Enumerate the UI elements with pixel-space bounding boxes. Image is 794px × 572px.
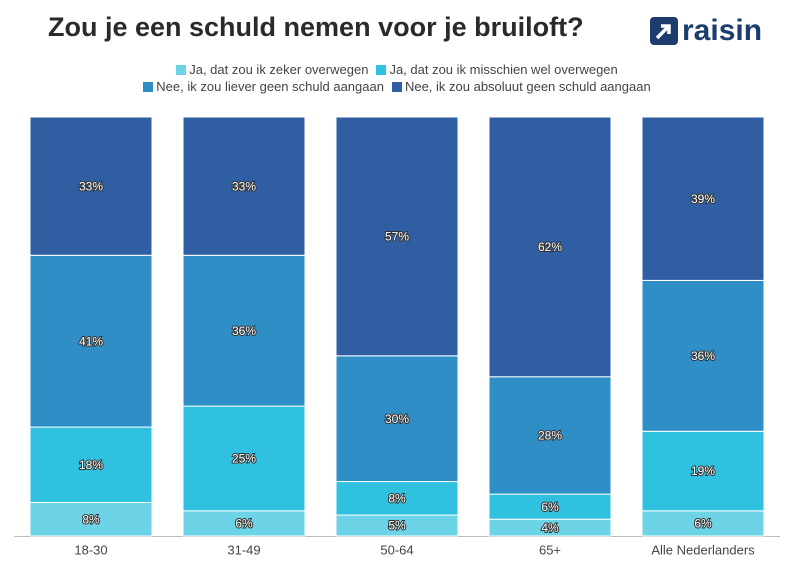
bar-segment [641, 430, 765, 512]
legend-item: Ja, dat zou ik zeker overwegen [176, 62, 368, 77]
x-tick-label: 31-49 [227, 542, 260, 557]
data-label: 33% [79, 179, 103, 193]
data-label: 39% [691, 192, 715, 206]
data-label: 6% [235, 517, 253, 531]
legend-label: Nee, ik zou liever geen schuld aangaan [156, 79, 384, 94]
data-label: 33% [232, 179, 256, 193]
bar-segment [29, 116, 153, 256]
legend-swatch [391, 81, 402, 92]
data-label: 30% [385, 412, 409, 426]
legend-swatch [176, 64, 187, 75]
data-label: 25% [232, 452, 256, 466]
bar-segment [335, 355, 459, 483]
logo: raisin [650, 14, 762, 48]
x-tick-label: Alle Nederlanders [651, 542, 755, 557]
legend-label: Ja, dat zou ik zeker overwegen [189, 62, 369, 77]
bar-segment [182, 116, 306, 256]
legend-item: Nee, ik zou liever geen schuld aangaan [143, 79, 384, 94]
bar-segment [29, 426, 153, 503]
data-label: 5% [388, 519, 406, 533]
legend-label: Ja, dat zou ik misschien wel overwegen [389, 62, 618, 77]
legend-item: Nee, ik zou absoluut geen schuld aangaan [391, 79, 651, 94]
bar-segment [29, 254, 153, 428]
data-label: 19% [691, 464, 715, 478]
bar-segment [29, 501, 153, 537]
bar-segment [488, 116, 612, 378]
x-tick-label: 65+ [539, 542, 561, 557]
data-label: 8% [82, 512, 100, 526]
x-tick-label: 18-30 [74, 542, 107, 557]
data-label: 18% [79, 458, 103, 472]
bar-segment [641, 279, 765, 432]
data-label: 6% [541, 500, 559, 514]
legend-item: Ja, dat zou ik misschien wel overwegen [376, 62, 618, 77]
data-label: 28% [538, 429, 562, 443]
bar-segment [488, 493, 612, 520]
x-tick-label: 50-64 [380, 542, 413, 557]
legend-label: Nee, ik zou absoluut geen schuld aangaan [404, 79, 651, 94]
data-label: 36% [232, 324, 256, 338]
data-label: 6% [694, 517, 712, 531]
logo-text: raisin [682, 14, 763, 47]
bar-segment [182, 510, 306, 537]
bar-segment [182, 254, 306, 407]
bar-segment [641, 510, 765, 537]
chart-title: Zou je een schuld nemen voor je bruiloft… [48, 12, 584, 42]
data-label: 57% [385, 230, 409, 244]
logo-icon [650, 17, 678, 45]
data-label: 41% [79, 334, 103, 348]
bar-segment [641, 116, 765, 281]
bar-segment [182, 405, 306, 512]
data-label: 8% [388, 491, 406, 505]
legend-swatch [143, 81, 154, 92]
data-label: 36% [691, 349, 715, 363]
data-label: 4% [541, 521, 559, 535]
bar-segment [335, 116, 459, 357]
legend: Ja, dat zou ik zeker overwegen Ja, dat zo… [0, 62, 794, 94]
data-label: 62% [538, 240, 562, 254]
legend-swatch [376, 64, 387, 75]
bar-segment [488, 376, 612, 495]
